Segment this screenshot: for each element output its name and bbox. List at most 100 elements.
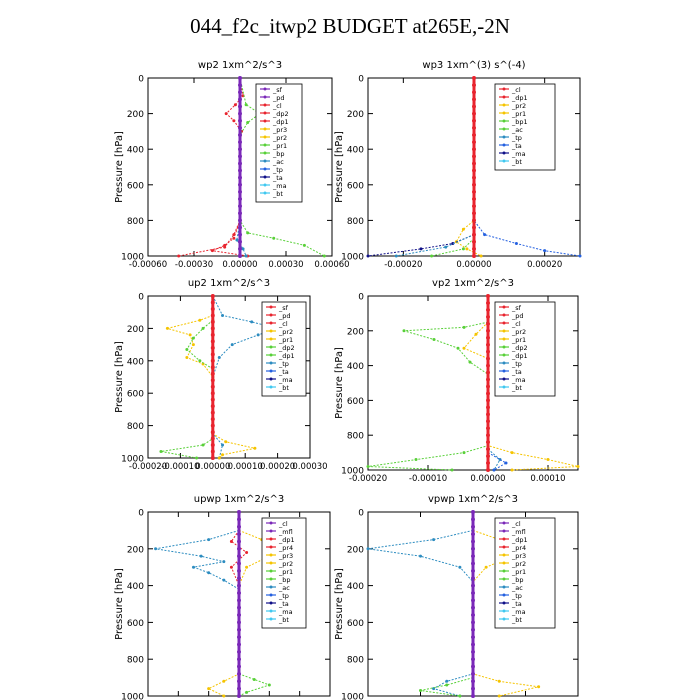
series-point — [414, 458, 418, 462]
series-point — [474, 332, 478, 336]
x-tick-label: -0.00020 — [129, 462, 167, 472]
legend-marker — [269, 593, 273, 597]
legend-marker — [502, 329, 506, 333]
legend-label: _pr2 — [278, 328, 293, 336]
series-point — [210, 365, 215, 370]
legend-label: _tp — [511, 360, 522, 368]
series-point — [210, 345, 215, 350]
legend-marker — [502, 385, 506, 389]
series-point — [486, 454, 490, 459]
legend-label: _dp1 — [272, 118, 289, 126]
series-point — [237, 598, 241, 603]
legend-label: _cl — [272, 102, 282, 110]
legend-label: _dp2 — [278, 344, 295, 352]
series-point — [237, 613, 241, 618]
series-point — [486, 294, 490, 298]
series-point — [221, 453, 225, 457]
legend-marker — [502, 111, 506, 115]
legend-label: _bp — [272, 150, 285, 158]
y-tick-label: 0 — [138, 293, 144, 303]
series-point — [497, 679, 501, 683]
legend-label: _dp1 — [511, 94, 528, 102]
series-point — [472, 239, 476, 244]
series-point — [471, 635, 475, 640]
legend-marker — [502, 569, 506, 573]
series-point — [246, 121, 250, 124]
legend-label: _dp2 — [272, 110, 289, 118]
series-point — [486, 349, 490, 354]
series-point — [238, 154, 242, 159]
y-tick-label: 600 — [127, 181, 144, 191]
y-tick-label: 0 — [358, 75, 364, 85]
series-point — [237, 568, 241, 573]
series-point — [210, 423, 215, 428]
series-point — [471, 561, 475, 566]
legend-marker — [502, 159, 506, 163]
y-tick-label: 400 — [127, 357, 144, 367]
legend-marker — [502, 143, 506, 147]
legend-label: _ma — [278, 608, 293, 616]
series-point — [272, 236, 276, 240]
series-point — [238, 140, 242, 145]
legend-label: _ta — [278, 368, 289, 376]
legend-label: _pr3 — [511, 552, 526, 560]
x-tick-label: -0.00060 — [129, 260, 167, 270]
legend-label: _ta — [511, 142, 522, 150]
y-tick-label: 0 — [138, 75, 144, 85]
series-point — [486, 377, 490, 382]
series-point — [237, 627, 241, 632]
series-point — [192, 565, 195, 569]
series-point — [472, 97, 476, 102]
series-point — [472, 111, 476, 116]
series-point — [471, 671, 475, 676]
legend-label: _ma — [511, 608, 526, 616]
series-point — [237, 605, 241, 610]
legend-marker — [269, 345, 273, 349]
series-point — [238, 97, 242, 102]
series-point — [486, 419, 490, 424]
series-point — [472, 83, 476, 88]
series-point — [461, 227, 465, 231]
series-point — [238, 182, 242, 187]
legend-marker — [263, 175, 267, 179]
series-point — [250, 320, 254, 324]
series-point — [237, 642, 241, 647]
y-axis-label: Pressure [hPa] — [334, 347, 345, 419]
series-point — [165, 326, 169, 330]
series-point — [237, 694, 241, 698]
series-point — [207, 571, 211, 575]
series-point — [210, 391, 215, 396]
legend-marker — [269, 585, 273, 589]
legend-marker — [269, 361, 273, 365]
series-line — [420, 677, 474, 697]
y-tick-label: 200 — [347, 545, 364, 555]
series-point — [210, 339, 215, 344]
series-point — [419, 247, 423, 251]
series-point — [510, 468, 514, 472]
series-point — [471, 539, 475, 544]
legend-marker — [502, 585, 506, 589]
series-line — [367, 321, 489, 471]
series-point — [471, 590, 475, 595]
series-point — [256, 333, 260, 337]
series-point — [419, 554, 422, 558]
series-point — [210, 358, 215, 363]
legend-marker — [269, 313, 273, 317]
legend-label: _pr4 — [278, 544, 293, 552]
series-point — [238, 118, 242, 123]
legend-label: _ta — [278, 600, 289, 608]
series-point — [229, 539, 233, 543]
x-tick-label: 0.00010 — [228, 462, 263, 472]
series-point — [472, 175, 476, 180]
legend-marker — [502, 119, 506, 123]
legend-marker — [502, 593, 506, 597]
series-point — [472, 254, 476, 258]
series-point — [486, 314, 490, 319]
panel-vp2: vp2 1xm^2/s^3 Pressure [hPa] 0 200 400 600 800… — [334, 278, 580, 484]
series-point — [322, 254, 326, 258]
series-point — [201, 326, 205, 330]
y-tick-label: 200 — [127, 325, 144, 335]
series-point — [472, 218, 476, 223]
series-point — [472, 225, 476, 230]
legend-label: _pd — [278, 312, 291, 320]
